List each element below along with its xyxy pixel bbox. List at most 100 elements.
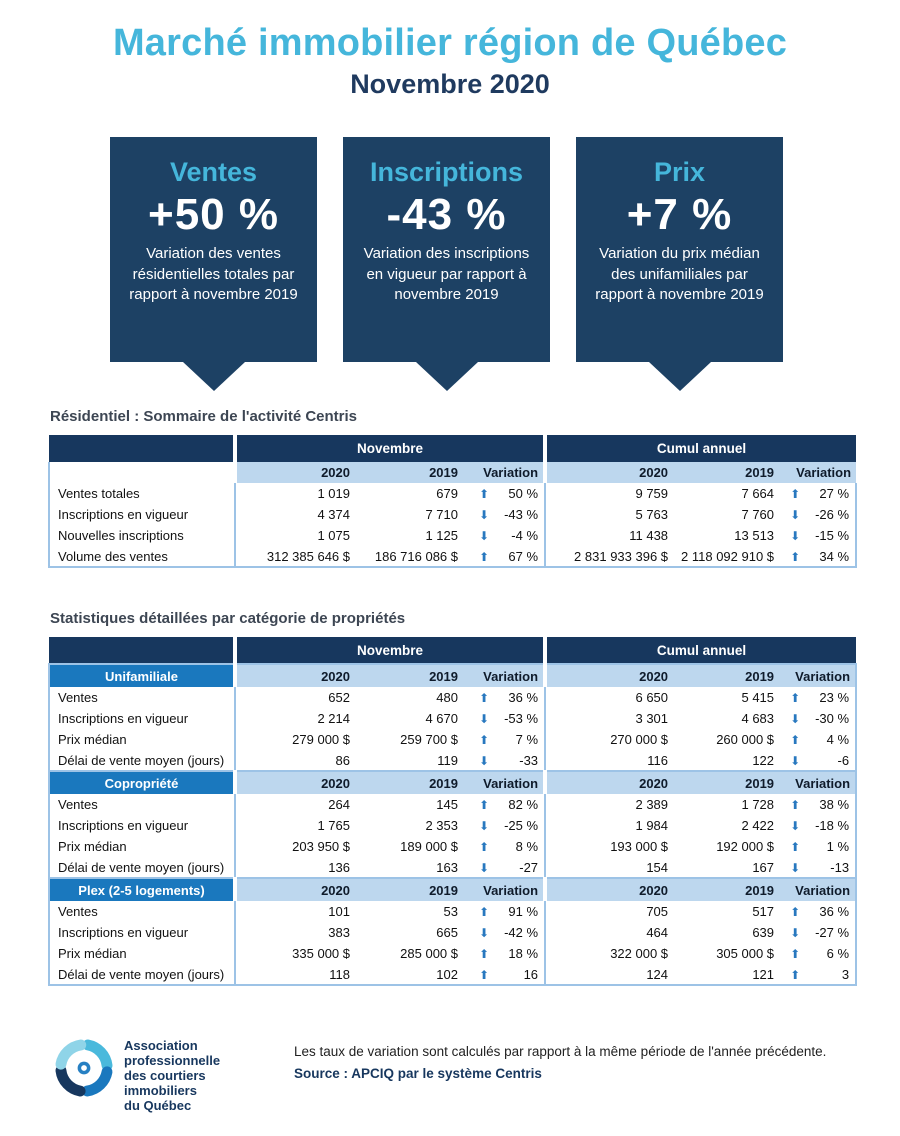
category-name: Plex (2-5 logements) xyxy=(48,877,235,901)
variation-value: 8 % xyxy=(515,839,539,854)
variation-cell: ⬆ 67 % xyxy=(463,546,546,568)
callout-pointer xyxy=(415,362,478,391)
variation-cell: ⬇ -42 % xyxy=(463,922,546,943)
row-label: Volume des ventes xyxy=(48,546,235,568)
value-2020: 203 950 $ xyxy=(234,836,355,857)
arrow-down-icon: ⬇ xyxy=(790,529,801,543)
value-2020: 6 650 xyxy=(544,687,674,708)
value-2020: 2 831 933 396 $ xyxy=(544,546,674,568)
arrow-up-icon: ⬆ xyxy=(479,691,490,705)
variation-cell: ⬆ 91 % xyxy=(463,901,546,922)
variation-cell: ⬇ -27 % xyxy=(779,922,858,943)
row-label: Prix médian xyxy=(48,836,235,857)
row-label: Délai de vente moyen (jours) xyxy=(48,857,235,878)
value-2020: 4 374 xyxy=(234,504,355,525)
variation-value: -6 xyxy=(837,752,850,768)
arrow-down-icon: ⬇ xyxy=(479,712,490,726)
value-2020: 3 301 xyxy=(544,708,674,729)
value-2019: 679 xyxy=(355,483,463,504)
value-2020: 2 214 xyxy=(234,708,355,729)
variation-note: Les taux de variation sont calculés par … xyxy=(294,1044,827,1059)
variation-cell: ⬇ -4 % xyxy=(463,525,546,546)
variation-value: 36 % xyxy=(508,690,539,705)
table-row: Délai de vente moyen (jours) 86 119 ⬇ -33 116… xyxy=(48,750,858,771)
variation-value: 18 % xyxy=(508,946,539,961)
variation-value: -25 % xyxy=(504,818,539,833)
value-2019: 102 xyxy=(355,964,463,986)
value-2019: 4 670 xyxy=(355,708,463,729)
variation-cell: ⬇ -25 % xyxy=(463,815,546,836)
variation-value: 38 % xyxy=(819,797,850,812)
table-row: Prix médian 279 000 $259 700 $ ⬆ 7 % 270 000… xyxy=(48,729,858,750)
arrow-down-icon: ⬇ xyxy=(479,508,490,522)
variation-cell: ⬆ 1 % xyxy=(779,836,858,857)
variation-value: -4 % xyxy=(511,528,539,543)
row-label: Inscriptions en vigueur xyxy=(48,922,235,943)
arrow-down-icon: ⬇ xyxy=(790,926,801,940)
row-label: Inscriptions en vigueur xyxy=(48,708,235,729)
table-row: Nouvelles inscriptions 1 075 1 125 ⬇ -4 % 11 … xyxy=(48,525,858,546)
col-2020: 2020 xyxy=(543,877,674,901)
logo-line: professionnelle xyxy=(124,1053,221,1068)
arrow-down-icon: ⬇ xyxy=(479,753,490,768)
variation-cell: ⬆ 82 % xyxy=(463,794,546,815)
variation-cell: ⬆ 16 xyxy=(463,964,546,986)
value-2020: 2 389 xyxy=(544,794,674,815)
table-row: Prix médian 203 950 $189 000 $ ⬆ 8 % 193 000… xyxy=(48,836,858,857)
col-variation: Variation xyxy=(779,770,858,794)
value-2020: 101 xyxy=(234,901,355,922)
value-2019: 285 000 $ xyxy=(355,943,463,964)
table-row: Ventes 101 53 ⬆ 91 % 705 517 ⬆ 36 % xyxy=(48,901,858,922)
table-row: Ventes 264 145 ⬆ 82 % 2 389 1 728 ⬆ 38 % xyxy=(48,794,858,815)
col-2020: 2020 xyxy=(543,462,674,483)
group-header-cumul: Cumul annuel xyxy=(543,637,857,664)
table-row: Inscriptions en vigueur 4 374 7 710 ⬇ -43 % 5… xyxy=(48,504,858,525)
variation-value: -43 % xyxy=(504,507,539,522)
arrow-up-icon: ⬆ xyxy=(479,947,490,961)
callout-inscriptions: Inscriptions -43 % Variation des inscrip… xyxy=(343,137,550,391)
value-2019: 186 716 086 $ xyxy=(355,546,463,568)
empty-label-cell xyxy=(48,462,235,483)
value-2019: 13 513 xyxy=(673,525,780,546)
value-2020: 118 xyxy=(234,964,355,986)
row-label: Ventes totales xyxy=(48,483,235,504)
variation-cell: ⬆ 8 % xyxy=(463,836,546,857)
col-variation: Variation xyxy=(779,663,858,687)
variation-value: -27 xyxy=(519,859,539,875)
value-2019: 480 xyxy=(355,687,463,708)
variation-cell: ⬇ -30 % xyxy=(779,708,858,729)
variation-value: 34 % xyxy=(819,548,850,564)
category-header-row: Unifamiliale 2020 2019 Variation 2020 2019 Var… xyxy=(48,663,858,687)
value-2020: 270 000 $ xyxy=(544,729,674,750)
value-2019: 7 760 xyxy=(673,504,780,525)
value-2019: 122 xyxy=(673,750,780,771)
col-variation: Variation xyxy=(779,462,857,483)
logo-line: du Québec xyxy=(124,1098,192,1113)
variation-cell: ⬇ -53 % xyxy=(463,708,546,729)
arrow-down-icon: ⬇ xyxy=(790,508,801,522)
category-header-row: Copropriété 2020 2019 Variation 2020 2019 Vari… xyxy=(48,770,858,794)
variation-cell: ⬇ -18 % xyxy=(779,815,858,836)
table-row: Ventes 652 480 ⬆ 36 % 6 650 5 415 ⬆ 23 % xyxy=(48,687,858,708)
page-subtitle: Novembre 2020 xyxy=(350,69,550,99)
callout-pointer xyxy=(648,362,711,391)
value-2019: 121 xyxy=(673,964,780,986)
arrow-up-icon: ⬆ xyxy=(790,905,801,919)
value-2020: 5 763 xyxy=(544,504,674,525)
value-2019: 260 000 $ xyxy=(673,729,780,750)
page-title: Marché immobilier région de Québec xyxy=(112,22,788,64)
value-2019: 5 415 xyxy=(673,687,780,708)
col-2020: 2020 xyxy=(233,663,355,687)
variation-cell: ⬇ -6 xyxy=(779,750,858,771)
variation-value: -42 % xyxy=(504,925,539,940)
value-2019: 119 xyxy=(355,750,463,771)
value-2019: 305 000 $ xyxy=(673,943,780,964)
group-header-novembre: Novembre xyxy=(232,435,546,462)
value-2020: 86 xyxy=(234,750,355,771)
variation-cell: ⬆ 38 % xyxy=(779,794,858,815)
value-2020: 154 xyxy=(544,857,674,878)
footer: Association professionnelle des courtier… xyxy=(52,1036,900,1113)
variation-value: 4 % xyxy=(826,732,850,747)
callout-description: Variation des ventes résidentielles tota… xyxy=(129,245,298,304)
apciq-logo-icon xyxy=(55,1039,113,1097)
